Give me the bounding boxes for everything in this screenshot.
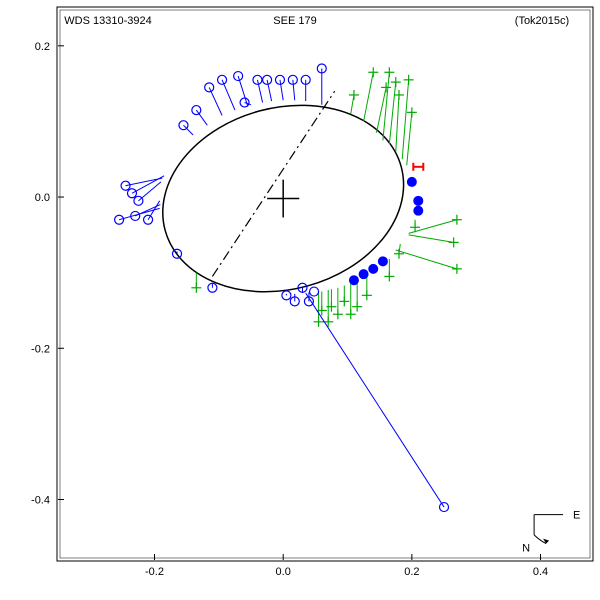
svg-text:0.0: 0.0	[276, 566, 291, 578]
svg-text:-0.2: -0.2	[31, 343, 50, 355]
title-left: WDS 13310-3924	[64, 15, 151, 27]
orbit-plot: WDS 13310-3924 SEE 179 (Tok2015c) -0.2 0.0 0.…	[0, 0, 600, 600]
svg-text:0.0: 0.0	[35, 192, 50, 204]
svg-text:-0.4: -0.4	[31, 495, 50, 507]
title-right: (Tok2015c)	[515, 15, 569, 27]
svg-text:0.2: 0.2	[35, 41, 50, 53]
svg-text:-0.2: -0.2	[145, 566, 164, 578]
svg-text:N: N	[522, 543, 530, 555]
svg-text:0.4: 0.4	[533, 566, 548, 578]
svg-text:0.2: 0.2	[404, 566, 419, 578]
title-center: SEE 179	[273, 15, 316, 27]
plot-svg: WDS 13310-3924 SEE 179 (Tok2015c) -0.2 0.0 0.…	[0, 0, 600, 600]
svg-text:E: E	[573, 510, 580, 522]
